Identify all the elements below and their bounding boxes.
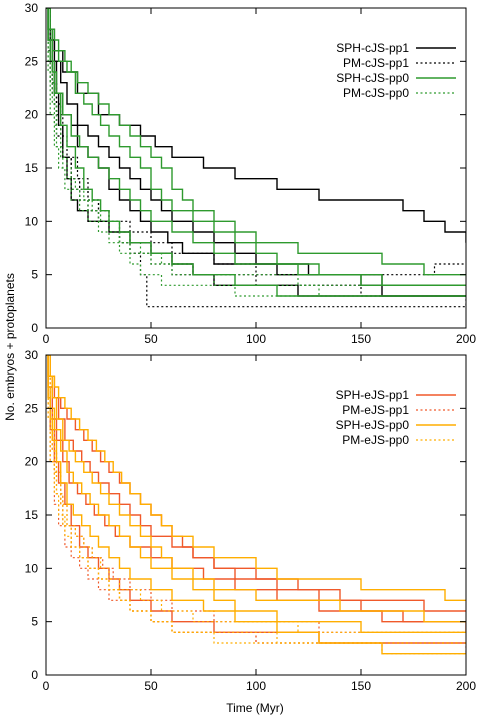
series-line-6 — [46, 355, 466, 633]
legend-label: PM-cJS-pp0 — [343, 86, 409, 100]
x-tick-label: 50 — [144, 679, 158, 693]
panel-bottom: 0 50 100 150 200051015202530SPH-eJS-pp1PM-eJ… — [25, 348, 477, 693]
y-tick-label: 20 — [25, 108, 39, 122]
y-tick-label: 15 — [25, 508, 39, 522]
series-group — [46, 8, 466, 308]
legend-label: SPH-cJS-pp1 — [336, 41, 409, 55]
x-tick-label: 150 — [351, 679, 371, 693]
x-tick-label: 150 — [351, 332, 371, 346]
series-line-12 — [46, 355, 466, 644]
legend-label: SPH-cJS-pp0 — [336, 71, 409, 85]
x-tick-label: 0 — [43, 679, 50, 693]
y-tick-label: 20 — [25, 455, 39, 469]
y-axis-label: No. embryos + protoplanets — [3, 273, 17, 421]
x-tick-label: 100 — [246, 332, 266, 346]
y-tick-label: 25 — [25, 401, 39, 415]
x-tick-label: 200 — [456, 332, 476, 346]
y-tick-label: 10 — [25, 214, 39, 228]
series-line-10 — [46, 355, 466, 655]
y-tick-label: 30 — [25, 1, 39, 15]
legend-label: PM-eJS-pp0 — [342, 433, 409, 447]
x-tick-label: 0 — [43, 332, 50, 346]
legend-label: SPH-eJS-pp0 — [336, 418, 410, 432]
x-tick-label: 50 — [144, 332, 158, 346]
series-line-9 — [46, 8, 466, 286]
y-tick-label: 0 — [31, 321, 38, 335]
legend: SPH-cJS-pp1PM-cJS-pp1SPH-cJS-pp0PM-cJS-p… — [336, 41, 456, 100]
x-tick-label: 100 — [246, 679, 266, 693]
x-tick-label: 200 — [456, 679, 476, 693]
y-tick-label: 5 — [31, 615, 38, 629]
series-line-9 — [46, 355, 466, 633]
legend: SPH-eJS-pp1PM-eJS-pp1SPH-eJS-pp0PM-eJS-p… — [336, 388, 456, 447]
series-line-14 — [46, 8, 466, 286]
series-line-0 — [46, 8, 466, 243]
y-tick-label: 30 — [25, 348, 39, 362]
panel-top: 0 50 100 150 200051015202530SPH-cJS-pp1PM-cJ… — [25, 1, 477, 346]
y-tick-label: 15 — [25, 161, 39, 175]
series-line-7 — [46, 355, 466, 601]
legend-label: SPH-eJS-pp1 — [336, 388, 410, 402]
legend-label: PM-eJS-pp1 — [342, 403, 409, 417]
series-line-13 — [46, 8, 466, 297]
legend-label: PM-cJS-pp1 — [343, 56, 409, 70]
series-line-5 — [46, 355, 466, 654]
y-tick-label: 5 — [31, 268, 38, 282]
y-tick-label: 0 — [31, 668, 38, 682]
series-line-8 — [46, 355, 466, 623]
x-axis-label: Time (Myr) — [226, 701, 284, 715]
series-line-13 — [46, 355, 466, 633]
y-tick-label: 25 — [25, 54, 39, 68]
series-group — [46, 355, 466, 655]
y-tick-label: 10 — [25, 561, 39, 575]
series-line-1 — [46, 8, 466, 286]
